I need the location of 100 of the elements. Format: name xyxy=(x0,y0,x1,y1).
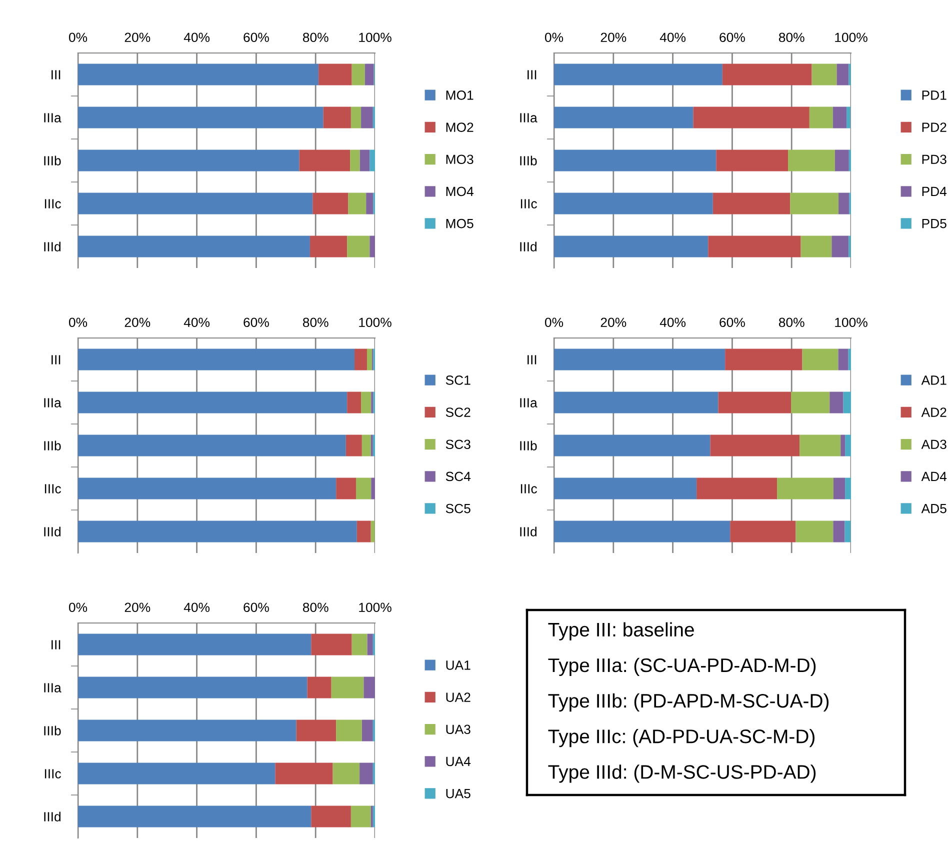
y-tick-label: III xyxy=(52,355,60,364)
bar xyxy=(307,676,332,698)
legend-label: SC4 xyxy=(446,472,471,482)
x-tick-label: 20% xyxy=(124,602,150,612)
y-tick-label: IIId xyxy=(520,526,536,536)
bar xyxy=(840,434,846,456)
bar xyxy=(834,150,849,172)
y-tick-label: IIIc xyxy=(520,484,537,494)
bar xyxy=(716,150,788,172)
x-tick-label: 100% xyxy=(359,318,392,328)
bar xyxy=(833,520,845,542)
text: Type III: baseline xyxy=(548,622,694,640)
x-tick-label: 20% xyxy=(124,318,150,328)
x-tick-label: 20% xyxy=(600,318,626,328)
bar xyxy=(832,106,847,128)
bar xyxy=(554,520,730,542)
bar xyxy=(350,806,371,828)
x-tick-label: 100% xyxy=(359,602,392,612)
bar xyxy=(554,348,726,370)
legend-label: AD2 xyxy=(921,408,946,417)
legend-label: UA3 xyxy=(446,724,470,734)
bar xyxy=(362,720,373,742)
bar xyxy=(78,348,355,370)
bar xyxy=(836,64,849,86)
legend-label: SC1 xyxy=(446,376,470,385)
bar xyxy=(310,236,348,258)
bar xyxy=(347,236,370,258)
bar xyxy=(554,192,713,214)
bar xyxy=(708,236,801,258)
y-tick-label: IIIb xyxy=(44,726,61,736)
x-tick-label: 0% xyxy=(544,32,564,42)
bar xyxy=(332,762,360,784)
y-tick-label: IIId xyxy=(44,812,60,822)
legend-label: PD1 xyxy=(922,90,946,100)
legend-label: MO1 xyxy=(446,90,474,100)
bar xyxy=(554,392,718,414)
bar xyxy=(730,520,796,542)
bar xyxy=(346,434,362,456)
bar xyxy=(802,348,838,370)
legend-label: UA1 xyxy=(446,660,470,670)
bar xyxy=(347,392,362,414)
bar xyxy=(790,192,839,214)
legend-label: PD2 xyxy=(922,122,946,132)
y-tick-label: III xyxy=(528,70,536,80)
bar xyxy=(78,236,310,258)
y-tick-label: IIIb xyxy=(44,440,61,450)
bar xyxy=(844,520,851,542)
bar xyxy=(331,676,364,698)
bar xyxy=(832,236,849,258)
bar xyxy=(366,348,372,370)
bar xyxy=(78,478,336,500)
y-tick-label: III xyxy=(52,640,60,650)
bar xyxy=(348,192,366,214)
y-tick-label: IIId xyxy=(44,242,60,252)
legend-label: AD4 xyxy=(921,472,947,482)
legend-label: MO4 xyxy=(446,186,474,196)
legend-label: AD1 xyxy=(921,376,946,385)
bar xyxy=(312,192,348,214)
bar xyxy=(777,478,834,500)
legend-label: UA4 xyxy=(446,756,471,766)
bar xyxy=(360,762,373,784)
bar xyxy=(371,478,375,500)
bar xyxy=(833,478,846,500)
x-tick-label: 40% xyxy=(184,318,210,328)
x-tick-label: 0% xyxy=(68,32,88,42)
x-tick-label: 60% xyxy=(720,32,745,42)
bar xyxy=(352,64,365,86)
legend-label: MO5 xyxy=(446,218,474,228)
x-tick-label: 100% xyxy=(359,32,392,42)
x-tick-label: 60% xyxy=(244,602,269,612)
y-tick-label: III xyxy=(52,70,60,80)
x-tick-label: 40% xyxy=(184,32,210,42)
bar xyxy=(78,106,324,128)
bar xyxy=(693,106,810,128)
bar xyxy=(722,64,812,86)
bar xyxy=(323,106,351,128)
bar xyxy=(554,478,697,500)
bar xyxy=(78,64,319,86)
x-tick-label: 60% xyxy=(244,32,269,42)
bar xyxy=(800,434,841,456)
legend-label: PD3 xyxy=(922,154,946,164)
bar xyxy=(712,192,790,214)
bar xyxy=(78,150,300,172)
x-tick-label: 80% xyxy=(778,32,804,42)
bar xyxy=(78,192,313,214)
bar xyxy=(370,520,375,542)
bar xyxy=(830,392,844,414)
bar xyxy=(78,720,296,742)
bar xyxy=(78,806,312,828)
y-tick-label: IIIc xyxy=(44,484,61,494)
bar xyxy=(364,676,375,698)
x-tick-label: 40% xyxy=(660,318,686,328)
y-tick-label: IIIb xyxy=(44,156,61,166)
bar xyxy=(845,478,851,500)
bar xyxy=(362,434,371,456)
bar xyxy=(311,634,352,656)
text: Type IIIc: (AD-PD-UA-SC-M-D) xyxy=(548,729,814,748)
bar xyxy=(364,64,374,86)
bar xyxy=(838,192,850,214)
bar xyxy=(299,150,350,172)
